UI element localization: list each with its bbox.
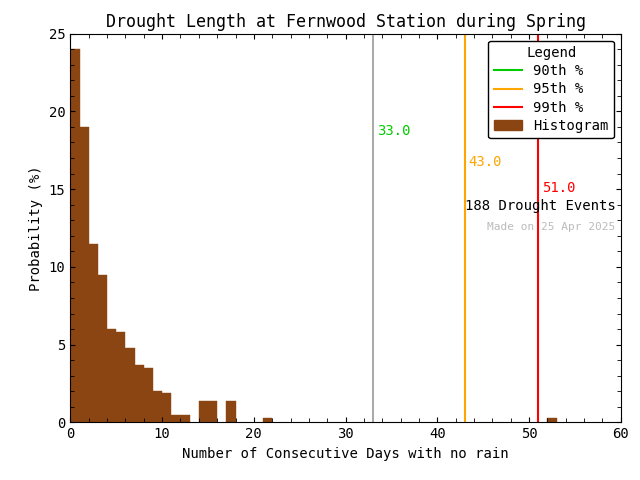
- Bar: [89, 243, 98, 422]
- Bar: [107, 329, 116, 422]
- Bar: [79, 127, 89, 422]
- Bar: [134, 365, 144, 422]
- Bar: [98, 275, 107, 422]
- Y-axis label: Probability (%): Probability (%): [29, 165, 44, 291]
- Bar: [162, 393, 172, 422]
- Text: 51.0: 51.0: [542, 181, 575, 195]
- X-axis label: Number of Consecutive Days with no rain: Number of Consecutive Days with no rain: [182, 447, 509, 461]
- Bar: [144, 368, 153, 422]
- Text: 33.0: 33.0: [377, 124, 410, 138]
- Bar: [199, 401, 208, 422]
- Bar: [116, 332, 125, 422]
- Bar: [172, 415, 180, 422]
- Text: Made on 25 Apr 2025: Made on 25 Apr 2025: [487, 222, 615, 232]
- Bar: [227, 401, 236, 422]
- Title: Drought Length at Fernwood Station during Spring: Drought Length at Fernwood Station durin…: [106, 12, 586, 31]
- Bar: [263, 418, 272, 422]
- Bar: [125, 348, 134, 422]
- Bar: [70, 49, 79, 422]
- Bar: [180, 415, 189, 422]
- Bar: [153, 391, 162, 422]
- Text: 43.0: 43.0: [468, 155, 502, 169]
- Text: 188 Drought Events: 188 Drought Events: [465, 199, 615, 213]
- Bar: [547, 418, 557, 422]
- Legend: 90th %, 95th %, 99th %, Histogram: 90th %, 95th %, 99th %, Histogram: [488, 40, 614, 138]
- Bar: [208, 401, 217, 422]
